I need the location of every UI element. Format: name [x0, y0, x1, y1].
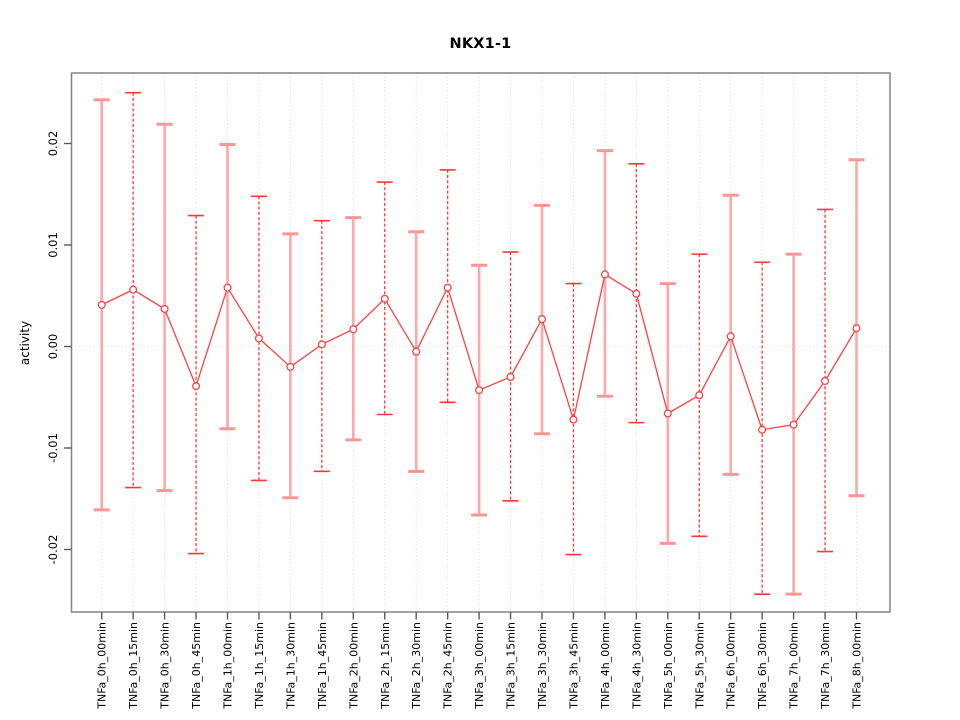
data-point [192, 382, 201, 391]
x-tick-label: TNFa_1h_15min [253, 622, 266, 710]
data-point [160, 304, 169, 313]
x-tick-label: TNFa_1h_30min [284, 622, 297, 710]
x-tick-label: TNFa_6h_30min [756, 622, 769, 710]
x-tick-label: TNFa_8h_00min [851, 622, 864, 710]
y-tick-label: 0.02 [46, 131, 60, 157]
x-tick-label: TNFa_3h_45min [567, 622, 580, 710]
data-point [317, 340, 326, 349]
data-point [632, 289, 641, 298]
x-tick-label: TNFa_2h_00min [347, 622, 360, 710]
data-point [569, 415, 578, 424]
y-tick-label: -0.02 [46, 535, 60, 565]
x-tick-label: TNFa_4h_30min [630, 622, 643, 710]
data-point [663, 409, 672, 418]
x-tick-label: TNFa_2h_45min [442, 622, 455, 710]
data-point [475, 386, 484, 395]
x-tick-label: TNFa_0h_15min [127, 622, 140, 710]
chart-title: NKX1-1 [449, 36, 512, 52]
data-point [537, 315, 547, 324]
x-tick-label: TNFa_0h_00min [96, 622, 109, 710]
y-axis-label: activity [18, 320, 32, 366]
data-point [129, 285, 138, 294]
data-point [506, 372, 515, 382]
x-tick-label: TNFa_3h_15min [505, 622, 518, 710]
x-tick-label: TNFa_1h_45min [316, 622, 329, 710]
x-tick-label: TNFa_0h_30min [159, 622, 172, 710]
data-point [695, 391, 704, 400]
x-tick-label: TNFa_3h_00min [473, 622, 486, 710]
data-point [443, 283, 452, 292]
data-point [852, 324, 861, 333]
data-point [349, 325, 358, 334]
y-tick-label: -0.01 [46, 433, 60, 463]
plot-frame [70, 72, 891, 613]
x-tick-label: TNFa_7h_30min [819, 622, 832, 710]
data-point [820, 376, 830, 386]
x-tick-label: TNFa_5h_30min [693, 622, 706, 710]
data-point [726, 332, 735, 341]
data-point [380, 294, 389, 303]
x-tick-label: TNFa_3h_30min [536, 622, 549, 710]
x-tick-label: TNFa_7h_00min [788, 622, 801, 710]
x-tick-label: TNFa_2h_30min [410, 622, 423, 710]
y-tick-label: 0.01 [46, 232, 60, 258]
x-tick-label: TNFa_0h_45min [190, 622, 203, 710]
data-point [97, 300, 106, 309]
data-point [254, 334, 264, 343]
y-tick-label: 0.00 [46, 334, 60, 360]
x-tick-label: TNFa_2h_15min [379, 622, 392, 710]
data-point [600, 270, 609, 279]
x-tick-label: TNFa_4h_00min [599, 622, 612, 710]
x-tick-label: TNFa_5h_00min [662, 622, 675, 710]
data-point [286, 362, 295, 371]
data-point [223, 283, 232, 292]
data-point [412, 347, 421, 356]
x-tick-label: TNFa_6h_00min [725, 622, 738, 710]
data-point [758, 425, 767, 434]
data-point [789, 420, 798, 429]
x-tick-label: TNFa_1h_00min [222, 622, 235, 710]
